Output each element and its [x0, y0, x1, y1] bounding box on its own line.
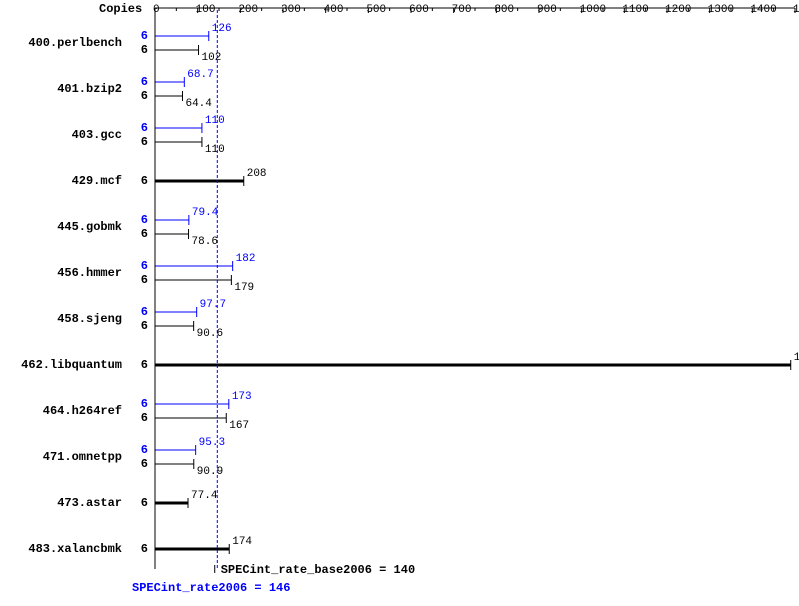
- value-peak: 68.7: [187, 69, 213, 81]
- copies-base: 6: [128, 542, 148, 556]
- axis-tick-label: 1100: [622, 4, 648, 16]
- axis-tick-label: 900: [537, 4, 557, 16]
- value-base: 102: [202, 52, 222, 64]
- copies-peak: 6: [128, 75, 148, 89]
- value-base: 90.9: [197, 466, 223, 478]
- value-base: 78.6: [192, 236, 218, 248]
- axis-tick-label: 800: [494, 4, 514, 16]
- copies-base: 6: [128, 273, 148, 287]
- value-peak: 173: [232, 391, 252, 403]
- benchmark-label: 464.h264ref: [2, 404, 122, 418]
- benchmark-label: 400.perlbench: [2, 36, 122, 50]
- benchmark-label: 456.hmmer: [2, 266, 122, 280]
- benchmark-label: 403.gcc: [2, 128, 122, 142]
- axis-tick-label: 600: [409, 4, 429, 16]
- axis-tick-label: 300: [281, 4, 301, 16]
- value-peak: 126: [212, 23, 232, 35]
- axis-tick-label: 1200: [665, 4, 691, 16]
- benchmark-label: 458.sjeng: [2, 312, 122, 326]
- value-peak: 95.3: [199, 437, 225, 449]
- value-base: 110: [205, 144, 225, 156]
- benchmark-label: 445.gobmk: [2, 220, 122, 234]
- value-peak: 79.4: [192, 207, 218, 219]
- axis-tick-label: 1300: [708, 4, 734, 16]
- value-base: 64.4: [185, 98, 211, 110]
- benchmark-label: 473.astar: [2, 496, 122, 510]
- benchmark-label: 401.bzip2: [2, 82, 122, 96]
- value-base: 1490: [794, 352, 799, 364]
- benchmark-label: 471.omnetpp: [2, 450, 122, 464]
- axis-tick-label: 1000: [580, 4, 606, 16]
- copies-base: 6: [128, 43, 148, 57]
- benchmark-label: 429.mcf: [2, 174, 122, 188]
- axis-tick-label: 500: [366, 4, 386, 16]
- value-base: 174: [232, 536, 252, 548]
- copies-peak: 6: [128, 121, 148, 135]
- value-base: 77.4: [191, 490, 217, 502]
- value-base: 90.6: [197, 328, 223, 340]
- value-peak: 97.7: [200, 299, 226, 311]
- value-peak: 182: [236, 253, 256, 265]
- summary-peak: SPECint_rate2006 = 146: [132, 581, 290, 595]
- axis-title-copies: Copies: [99, 2, 142, 16]
- copies-peak: 6: [128, 213, 148, 227]
- copies-base: 6: [128, 227, 148, 241]
- copies-base: 6: [128, 89, 148, 103]
- copies-base: 6: [128, 319, 148, 333]
- copies-base: 6: [128, 174, 148, 188]
- axis-tick-label: 1400: [750, 4, 776, 16]
- copies-base: 6: [128, 457, 148, 471]
- copies-base: 6: [128, 411, 148, 425]
- copies-base: 6: [128, 496, 148, 510]
- value-peak: 110: [205, 115, 225, 127]
- copies-peak: 6: [128, 443, 148, 457]
- copies-peak: 6: [128, 397, 148, 411]
- copies-peak: 6: [128, 305, 148, 319]
- benchmark-label: 483.xalancbmk: [2, 542, 122, 556]
- copies-peak: 6: [128, 29, 148, 43]
- axis-tick-label: 0: [153, 4, 160, 16]
- axis-tick-label: 400: [324, 4, 344, 16]
- axis-tick-label: 700: [452, 4, 472, 16]
- value-base: 167: [229, 420, 249, 432]
- spec-rate-chart: Copies 0 100 200 300 400 500 600 700 800 900 1000 11…: [0, 0, 799, 606]
- benchmark-label: 462.libquantum: [2, 358, 122, 372]
- axis-tick-label: 100: [196, 4, 216, 16]
- value-base: 208: [247, 168, 267, 180]
- value-base: 179: [234, 282, 254, 294]
- copies-base: 6: [128, 358, 148, 372]
- axis-tick-label: 1500: [793, 4, 799, 16]
- summary-base: SPECint_rate_base2006 = 140: [221, 563, 415, 577]
- copies-base: 6: [128, 135, 148, 149]
- copies-peak: 6: [128, 259, 148, 273]
- axis-tick-label: 200: [238, 4, 258, 16]
